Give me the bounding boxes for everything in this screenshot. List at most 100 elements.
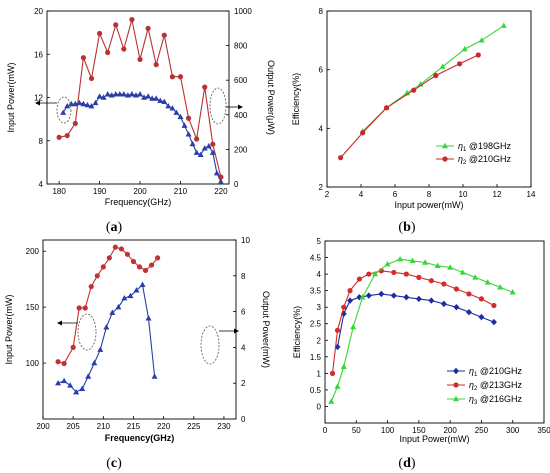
a-xtick-ticklabel-3: 210 xyxy=(174,187,188,196)
a-series-input-point-1 xyxy=(64,102,71,109)
a-series-output-point-7 xyxy=(113,22,119,28)
d-series-1-point-14 xyxy=(478,296,485,302)
a-ytick-left-ticklabel-4: 20 xyxy=(34,7,43,16)
d-series-0-point-9 xyxy=(428,297,435,304)
d-xtick-ticklabel-5: 250 xyxy=(475,426,489,435)
c-series-output-point-14 xyxy=(142,267,149,274)
c-series-input-point-1 xyxy=(61,377,68,384)
d-ytick-ticklabel-9: 4.5 xyxy=(310,254,322,263)
a-series-input-point-27 xyxy=(169,105,176,111)
d-series-0-point-5 xyxy=(378,290,385,298)
d-series-1-point-7 xyxy=(391,269,397,276)
c-xtick-ticklabel-1: 205 xyxy=(66,422,80,431)
b-series-0-point-4 xyxy=(439,63,446,69)
a-ytick-left-ticklabel-0: 4 xyxy=(39,180,44,189)
a-series-input-point-0 xyxy=(60,109,67,115)
c-ytick-right-ticklabel-2: 4 xyxy=(241,343,246,352)
c-series-output-point-8 xyxy=(106,255,112,261)
a-ylabel-left: Input Power(mW) xyxy=(6,62,16,132)
a-series-input-point-35 xyxy=(201,145,208,151)
a-arrow-right-head xyxy=(238,104,243,110)
d-xlabel: Input Power(mW) xyxy=(399,434,469,444)
c-series-input-point-15 xyxy=(145,315,152,321)
d-series-2-point-12 xyxy=(459,269,466,275)
a-series-input-point-4 xyxy=(76,99,83,106)
d-series-1-point-3 xyxy=(347,288,353,294)
d-legend-marker-0 xyxy=(453,367,459,375)
a-series-output-point-12 xyxy=(153,62,159,68)
d-ytick-ticklabel-8: 4 xyxy=(317,270,322,279)
a-series-output-point-16 xyxy=(185,115,192,121)
d-series-2-point-3 xyxy=(350,323,357,330)
d-series-1-point-11 xyxy=(441,281,447,287)
b-xtick-ticklabel-2: 6 xyxy=(393,190,398,199)
c-series-input-point-11 xyxy=(121,294,128,301)
b-xlabel: Input power(mW) xyxy=(394,200,463,210)
b-legend-marker-0 xyxy=(442,142,448,149)
b-xtick-ticklabel-0: 2 xyxy=(325,190,330,199)
d-series-2-point-7 xyxy=(397,256,404,262)
a-series-output-point-18 xyxy=(202,84,208,90)
c-xtick-ticklabel-6: 230 xyxy=(217,422,231,431)
d-series-1-point-8 xyxy=(403,271,409,277)
d-series-0-point-11 xyxy=(453,303,460,311)
c-series-output-point-3 xyxy=(76,305,82,311)
a-series-input-point-19 xyxy=(137,91,144,97)
c-series-input-point-14 xyxy=(139,281,146,287)
a-ytick-left-ticklabel-3: 16 xyxy=(34,50,43,59)
a-series-input-point-15 xyxy=(120,91,127,97)
c-series-input-point-7 xyxy=(97,346,104,352)
c-series-output-point-16 xyxy=(154,255,161,261)
c-series-output-point-11 xyxy=(124,251,131,257)
a-series-input-point-7 xyxy=(88,102,95,109)
c-series-input-point-12 xyxy=(127,292,134,299)
d-ytick-ticklabel-0: 0 xyxy=(317,402,322,411)
a-ytick-right-ticklabel-1: 200 xyxy=(234,145,248,154)
c-ellipse-left xyxy=(77,313,97,351)
b-series-0-point-7 xyxy=(500,22,507,28)
a-ellipse-right xyxy=(209,87,227,125)
a-series-output-point-6 xyxy=(105,49,111,56)
b-series-1-point-5 xyxy=(457,61,463,67)
c-xtick-ticklabel-2: 210 xyxy=(97,422,111,431)
c-series-output-point-12 xyxy=(130,258,137,265)
d-xtick-ticklabel-6: 300 xyxy=(506,426,520,435)
a-arrow-left-head xyxy=(35,100,40,106)
a-series-input-point-23 xyxy=(153,95,160,101)
d-series-1-point-15 xyxy=(491,302,497,309)
a-ytick-left-ticklabel-1: 8 xyxy=(39,137,44,146)
a-series-output-point-13 xyxy=(161,32,167,38)
a-series-input-point-32 xyxy=(189,140,196,147)
b-xtick-ticklabel-6: 14 xyxy=(527,190,536,199)
b-xtick-ticklabel-5: 12 xyxy=(493,190,502,199)
a-ytick-right-ticklabel-3: 600 xyxy=(234,76,248,85)
d-series-1-legend-text: η2 @213GHz xyxy=(469,380,522,392)
c-ytick-left-ticklabel-1: 150 xyxy=(26,303,40,312)
c-xtick-ticklabel-3: 215 xyxy=(127,422,141,431)
d-xtick-ticklabel-2: 100 xyxy=(381,426,395,435)
a-series-output-point-19 xyxy=(210,141,216,147)
c-series-input-point-16 xyxy=(151,373,158,379)
a-series-input-point-39 xyxy=(217,178,224,185)
d-ytick-ticklabel-1: 0.5 xyxy=(310,386,322,395)
c-ytick-right-ticklabel-0: 0 xyxy=(241,415,246,424)
a-series-output-point-1 xyxy=(64,132,70,139)
c-ytick-left-ticklabel-2: 200 xyxy=(26,247,40,256)
d-ytick-ticklabel-10: 5 xyxy=(317,237,322,246)
panel-d: 0 50 100 150 200 250 300 350 0 0.5 1 1.5 2 2.5 3 3.5 4 4.… xyxy=(292,237,550,444)
c-xtick-ticklabel-0: 200 xyxy=(36,422,50,431)
d-legend-marker-2 xyxy=(453,395,459,402)
a-series-input-point-31 xyxy=(185,131,192,137)
d-series-0-point-7 xyxy=(403,294,410,301)
a-xlabel: Frequency(GHz) xyxy=(105,197,172,207)
d-ytick-ticklabel-4: 2 xyxy=(317,336,322,345)
c-series-output-point-1 xyxy=(61,360,67,367)
d-series-0-point-6 xyxy=(390,292,397,299)
a-series-input-point-6 xyxy=(84,101,91,108)
a-series-output-point-8 xyxy=(121,46,127,52)
b-xtick-ticklabel-3: 8 xyxy=(427,190,432,199)
d-series-0-point-14 xyxy=(490,318,497,326)
a-ylabel-right: Output Power(μW) xyxy=(266,60,276,135)
b-xtick-ticklabel-4: 10 xyxy=(459,190,468,199)
a-ytick-left-ticklabel-2: 12 xyxy=(34,94,43,103)
